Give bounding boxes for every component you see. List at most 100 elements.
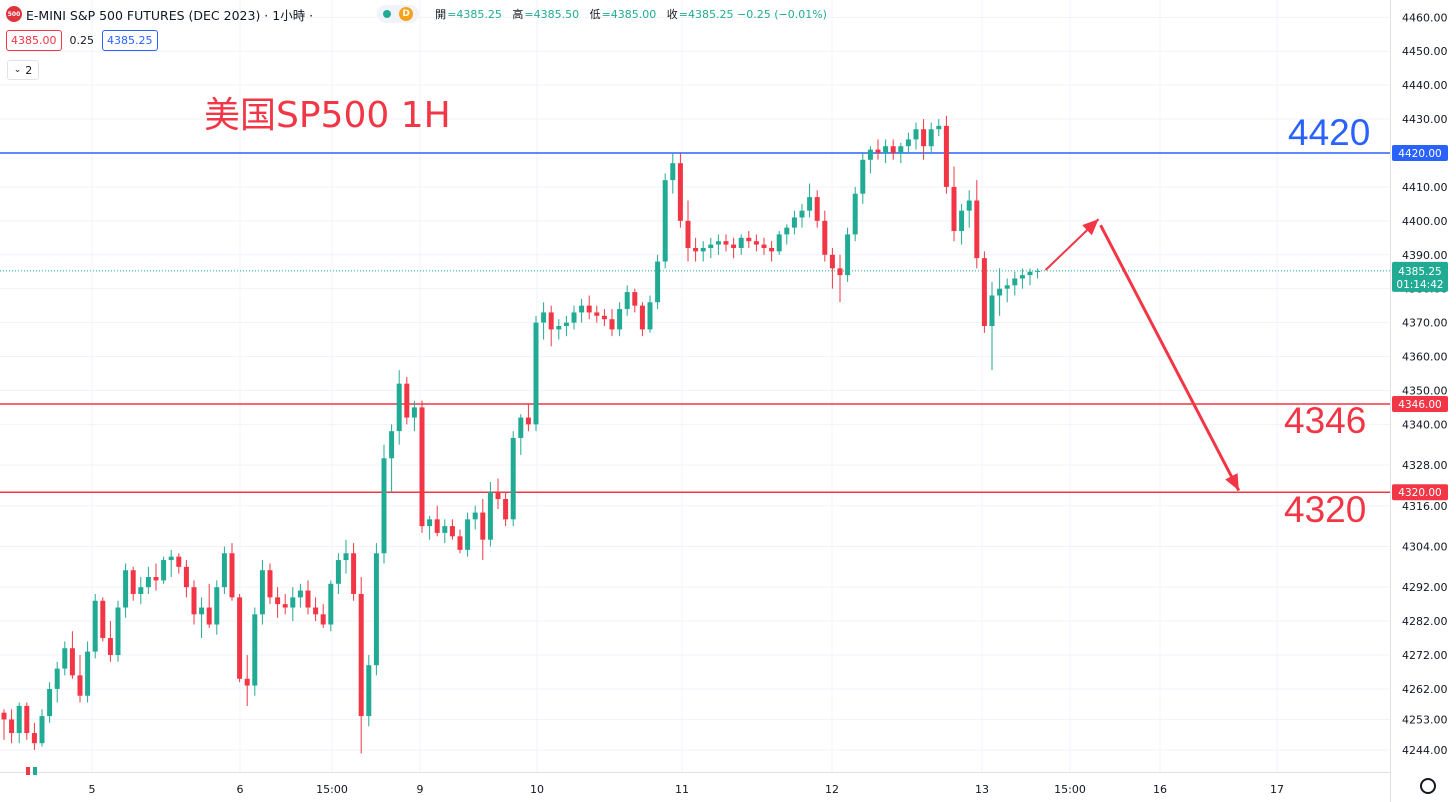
candle-body: [396, 383, 402, 432]
candle-body: [852, 193, 858, 235]
candle-body: [685, 220, 691, 248]
candle-body: [366, 665, 372, 717]
candle-body: [199, 607, 205, 615]
annotation-title[interactable]: 美国SP500 1H: [204, 95, 451, 136]
level-label-4346[interactable]: 4346: [1284, 400, 1367, 441]
chart-header: 500 E-MINI S&P 500 FUTURES (DEC 2023) · …: [6, 5, 834, 23]
candle-body: [206, 607, 212, 625]
candle-body: [275, 597, 281, 605]
candle-body: [290, 597, 296, 608]
candle-body: [769, 247, 775, 252]
spread-value: 0.25: [69, 34, 95, 47]
level-price-tag: [1392, 145, 1448, 161]
candle-body: [776, 234, 782, 252]
candle-body: [404, 383, 410, 418]
candle-body: [115, 607, 121, 656]
candle-body: [700, 247, 706, 252]
candle-body: [822, 220, 828, 255]
time-tick-label: 12: [825, 783, 839, 796]
candle-body: [282, 604, 288, 608]
price-tick-label: 4440.00: [1402, 79, 1448, 92]
candle-body: [617, 309, 623, 330]
candle-body: [168, 556, 174, 561]
candle-body: [943, 125, 949, 187]
candle-body: [655, 261, 661, 303]
candle-body: [153, 577, 159, 581]
delayed-data-icon: D: [399, 7, 414, 21]
candle-body: [229, 553, 235, 598]
projection-arrow-down[interactable]: [1099, 224, 1241, 492]
candle-body: [959, 210, 965, 232]
symbol-title[interactable]: E-MINI S&P 500 FUTURES (DEC 2023) · 1小時 …: [26, 7, 314, 23]
candle-body: [77, 675, 83, 696]
settings-gear-icon[interactable]: [1420, 778, 1436, 794]
candle-body: [867, 149, 873, 160]
candle-body: [297, 590, 303, 598]
candle-body: [465, 519, 471, 550]
candle-body: [601, 315, 607, 320]
price-tick-label: 4262.00: [1402, 683, 1448, 696]
candle-body: [1012, 278, 1018, 286]
candle-body: [609, 319, 615, 330]
market-status[interactable]: D: [377, 5, 420, 23]
candle-body: [85, 651, 91, 696]
price-tick-label: 4390.00: [1402, 249, 1448, 262]
time-tick-label: 13: [975, 783, 989, 796]
candle-body: [662, 180, 668, 262]
price-tick-label: 4253.00: [1402, 713, 1448, 726]
level-label-4420[interactable]: 4420: [1288, 112, 1371, 153]
time-tick-label: 17: [1270, 783, 1284, 796]
price-tick-label: 4340.00: [1402, 418, 1448, 431]
indicators-toggle-button[interactable]: ⌄ 2: [7, 60, 39, 80]
candle-body: [381, 458, 387, 554]
candle-body: [974, 200, 980, 259]
candle-body: [845, 234, 851, 276]
candle-body: [259, 570, 265, 615]
time-tick-label: 5: [89, 783, 96, 796]
symbol-logo-icon[interactable]: 500: [6, 6, 22, 22]
candle-body: [130, 570, 136, 594]
candle-body: [913, 129, 919, 140]
buy-button[interactable]: 4385.25: [102, 30, 158, 51]
candle-body: [639, 305, 645, 330]
current-price-tag: [1392, 261, 1448, 292]
candle-body: [761, 244, 767, 248]
price-tick-label: 4316.00: [1402, 500, 1448, 513]
candle-body: [24, 705, 30, 734]
candle-body: [898, 146, 904, 153]
candle-body: [518, 417, 524, 438]
candle-body: [138, 587, 144, 594]
candle-body: [351, 553, 357, 594]
candle-body: [320, 614, 326, 625]
time-tick-label: 15:00: [1054, 783, 1086, 796]
arrow-head-icon: [1082, 219, 1099, 236]
price-tick-label: 4244.00: [1402, 744, 1448, 757]
candle-body: [267, 570, 273, 598]
candle-body: [723, 241, 729, 245]
candle-body: [244, 678, 250, 686]
candle-body: [411, 407, 417, 418]
candle-body: [487, 492, 493, 540]
candle-body: [791, 217, 797, 228]
price-tick-label: 4304.00: [1402, 540, 1448, 553]
candle-body: [449, 526, 455, 537]
candle-body: [358, 593, 364, 717]
candle-body: [556, 325, 562, 330]
level-label-4320[interactable]: 4320: [1284, 489, 1367, 530]
time-tick-label: 15:00: [316, 783, 348, 796]
candle-body: [981, 258, 987, 326]
candle-body: [966, 200, 972, 211]
candle-body: [989, 295, 995, 326]
candle-body: [305, 590, 311, 608]
candle-body: [510, 437, 516, 520]
candle-body: [480, 512, 486, 540]
candle-body: [39, 716, 45, 744]
sell-button[interactable]: 4385.00: [6, 30, 62, 51]
price-tick-label: 4292.00: [1402, 581, 1448, 594]
candle-body: [548, 312, 554, 330]
candle-body: [313, 607, 319, 615]
arrow-head-icon: [1225, 473, 1239, 491]
candle-body: [533, 322, 539, 425]
candle-body: [389, 431, 395, 459]
